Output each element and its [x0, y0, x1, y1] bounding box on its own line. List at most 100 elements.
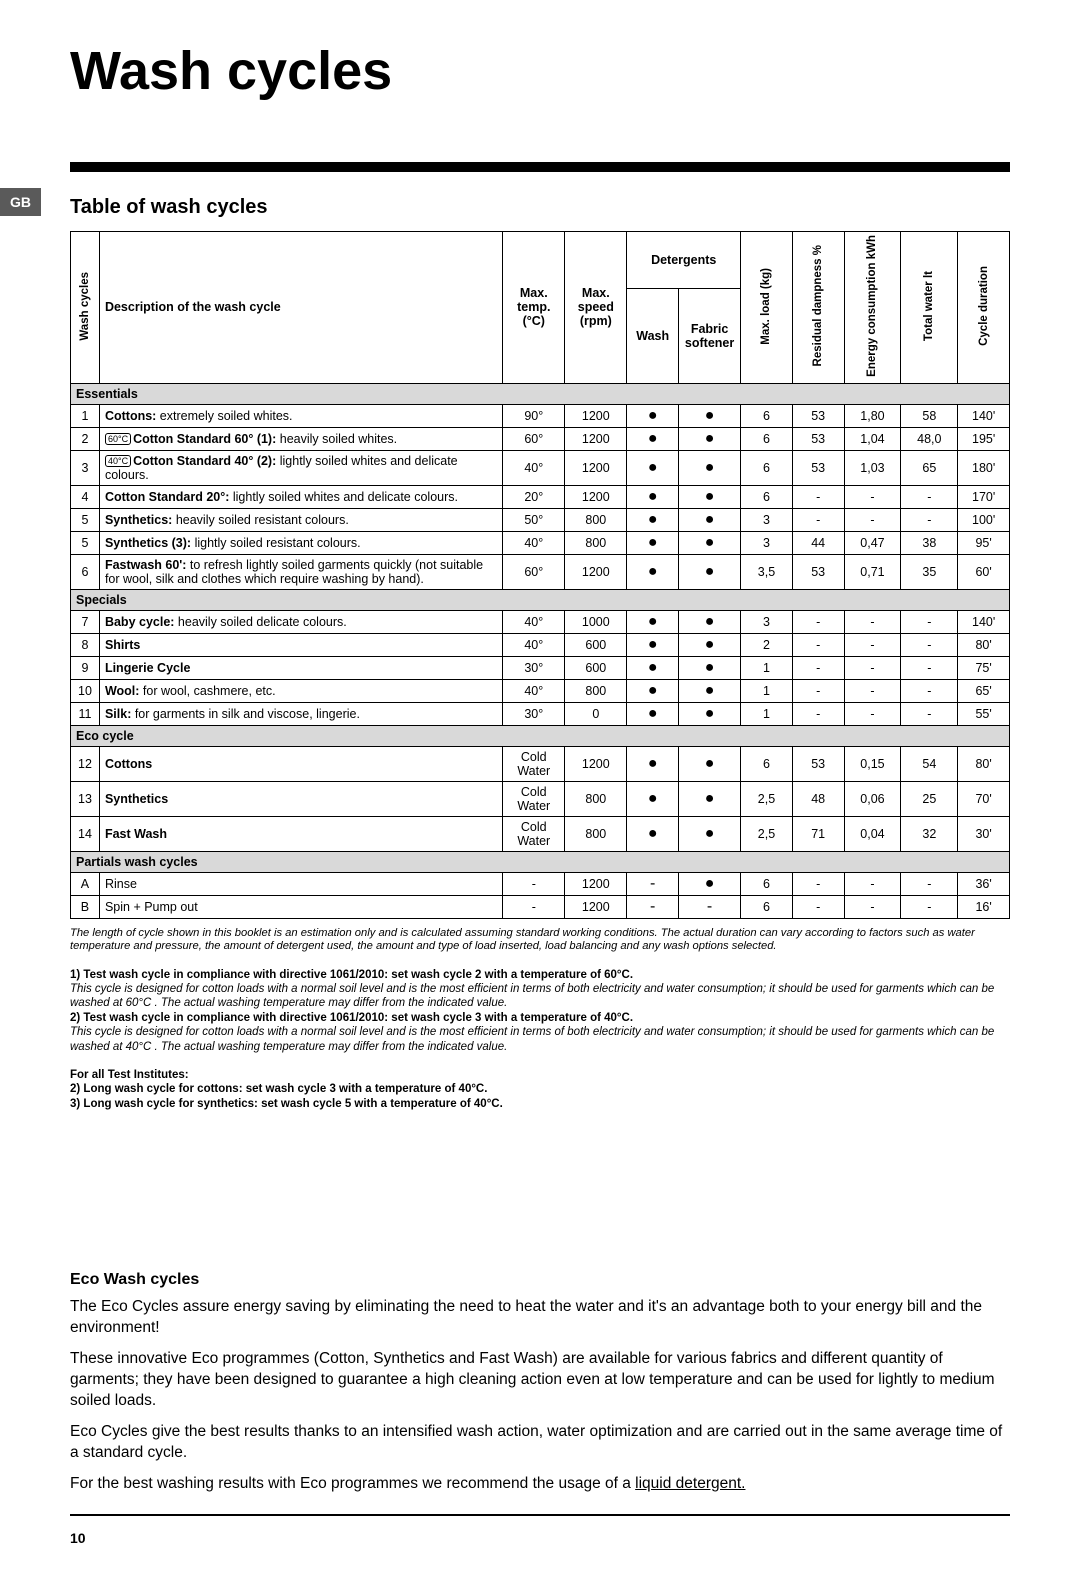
cell: 60': [958, 554, 1010, 589]
cell: 6: [741, 746, 793, 781]
cell: 25: [901, 781, 958, 816]
cell: 2,5: [741, 781, 793, 816]
eco-p4: For the best washing results with Eco pr…: [70, 1474, 1010, 1495]
cell: ●: [627, 816, 679, 851]
col-detergents: Detergents: [627, 232, 741, 289]
cell: 71: [792, 816, 844, 851]
cell: Silk: for garments in silk and viscose, …: [99, 702, 502, 725]
cell: 0,06: [844, 781, 901, 816]
cell: -: [901, 656, 958, 679]
cell: 16': [958, 895, 1010, 918]
cell: -: [792, 633, 844, 656]
cell: 80': [958, 633, 1010, 656]
cell: ●: [627, 679, 679, 702]
cell: 10: [71, 679, 100, 702]
cell: 11: [71, 702, 100, 725]
section-row: Eco cycle: [71, 725, 1010, 746]
cell: 2: [741, 633, 793, 656]
cell: -: [844, 485, 901, 508]
cell: 1200: [565, 404, 627, 427]
section-row: Essentials: [71, 383, 1010, 404]
note-1-bold: 1) Test wash cycle in compliance with di…: [70, 968, 1010, 982]
table-row: 13SyntheticsCold Water800●●2,5480,062570…: [71, 781, 1010, 816]
cell: 30°: [503, 702, 565, 725]
cell: 40°CCotton Standard 40° (2): lightly soi…: [99, 450, 502, 485]
table-row: 14Fast WashCold Water800●●2,5710,043230': [71, 816, 1010, 851]
cell: Synthetics: heavily soiled resistant col…: [99, 508, 502, 531]
table-body: Essentials 1 Cottons: extremely soiled whi…: [71, 383, 1010, 918]
wash-cycle-table: Wash cycles Description of the wash cycl…: [70, 231, 1010, 919]
cell: 40°: [503, 610, 565, 633]
bottom-rule: [70, 1514, 1010, 1516]
table-row: 10Wool: for wool, cashmere, etc.40°800●●…: [71, 679, 1010, 702]
table-row: 9Lingerie Cycle30°600●●1---75': [71, 656, 1010, 679]
table-row: BSpin + Pump out-1200--6---16': [71, 895, 1010, 918]
col-total-water: Total water lt: [923, 271, 935, 341]
cell: ●: [627, 781, 679, 816]
cell: -: [901, 895, 958, 918]
cell: -: [844, 633, 901, 656]
cell: 1,80: [844, 404, 901, 427]
cell: 44: [792, 531, 844, 554]
cell: 180': [958, 450, 1010, 485]
institutes-head: For all Test Institutes:: [70, 1068, 1010, 1082]
table-header: Wash cycles Description of the wash cycl…: [71, 232, 1010, 384]
cell: Fast Wash: [99, 816, 502, 851]
cell: 800: [565, 508, 627, 531]
cell: Synthetics (3): lightly soiled resistant…: [99, 531, 502, 554]
cell: ●: [679, 872, 741, 895]
cell: 35: [901, 554, 958, 589]
cell: ●: [679, 633, 741, 656]
footnotes-block-1: 1) Test wash cycle in compliance with di…: [70, 968, 1010, 1054]
cell: 195': [958, 427, 1010, 450]
cell: 0,71: [844, 554, 901, 589]
cell: 90°: [503, 404, 565, 427]
cell: 53: [792, 404, 844, 427]
col-energy: Energy consumption kWh: [866, 235, 878, 377]
col-max-speed: Max. speed (rpm): [565, 232, 627, 384]
cell: 1: [741, 702, 793, 725]
note-1-ital: This cycle is designed for cotton loads …: [70, 982, 1010, 1011]
cell: ●: [627, 746, 679, 781]
cell: Cold Water: [503, 781, 565, 816]
col-residual-dampness: Residual dampness %: [812, 245, 824, 366]
wash-cycle-table-wrap: Wash cycles Description of the wash cycl…: [70, 231, 1010, 919]
cell: 95': [958, 531, 1010, 554]
section-row: Specials: [71, 589, 1010, 610]
cell: 38: [901, 531, 958, 554]
cell: ●: [627, 633, 679, 656]
cell: 1200: [565, 554, 627, 589]
eco-title: Eco Wash cycles: [70, 1271, 1010, 1289]
footnotes-block-2: For all Test Institutes: 2) Long wash cy…: [70, 1068, 1010, 1111]
cell: Cottons: extremely soiled whites.: [99, 404, 502, 427]
cell: 40°: [503, 633, 565, 656]
cell: 53: [792, 746, 844, 781]
cell: 75': [958, 656, 1010, 679]
cell: 13: [71, 781, 100, 816]
cell: -: [901, 702, 958, 725]
cell: 4: [71, 485, 100, 508]
cell: 50°: [503, 508, 565, 531]
cell: 6: [741, 450, 793, 485]
cell: -: [844, 895, 901, 918]
cell: ●: [679, 450, 741, 485]
subtitle: Table of wash cycles: [70, 196, 1010, 219]
cell: 3,5: [741, 554, 793, 589]
cell: -: [792, 656, 844, 679]
cell: -: [792, 679, 844, 702]
cell: 8: [71, 633, 100, 656]
cell: 1200: [565, 450, 627, 485]
cell: 40°: [503, 679, 565, 702]
table-row: 8Shirts40°600●●2---80': [71, 633, 1010, 656]
cell: 5: [71, 531, 100, 554]
cell: 1200: [565, 872, 627, 895]
cell: 30': [958, 816, 1010, 851]
cell: 1200: [565, 746, 627, 781]
table-row: 4Cotton Standard 20°: lightly soiled whi…: [71, 485, 1010, 508]
cell: 1200: [565, 895, 627, 918]
cell: 140': [958, 404, 1010, 427]
cell: -: [901, 872, 958, 895]
cell: 48: [792, 781, 844, 816]
cell: ●: [627, 404, 679, 427]
cell: 14: [71, 816, 100, 851]
